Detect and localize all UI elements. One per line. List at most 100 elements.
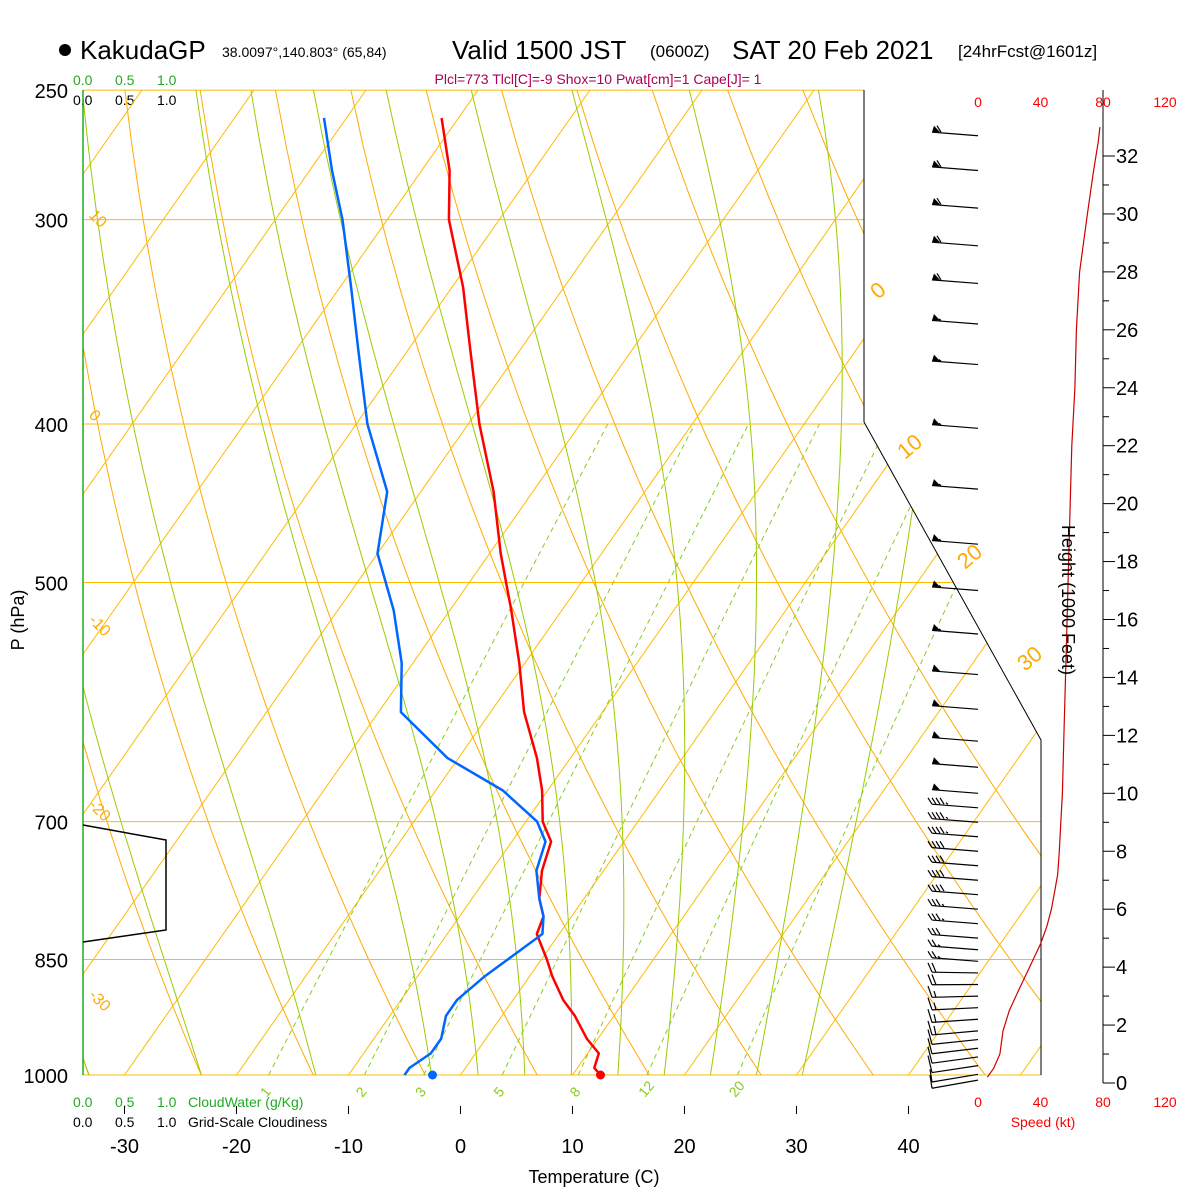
isotherm-line	[1020, 90, 1041, 1075]
x-tick-label: -20	[222, 1136, 251, 1158]
wind-barb-feather	[927, 869, 933, 877]
wind-barb	[927, 1055, 979, 1074]
wind-barb	[927, 884, 979, 896]
wind-barb-pennant	[932, 160, 940, 167]
wind-barb-feather	[931, 884, 937, 892]
wind-barb-feather	[936, 160, 942, 168]
dry-adiabat-line	[275, 90, 672, 1075]
wind-barb-feather	[931, 811, 937, 819]
mixing-ratio-line	[736, 423, 1032, 1075]
wind-barb	[931, 160, 979, 172]
wind-barb-shaft	[931, 933, 979, 939]
wind-barb-pennant	[932, 479, 940, 486]
x-tick-label: 40	[897, 1136, 919, 1158]
wind-speed-profile	[986, 126, 1101, 1078]
dry-adiabat-line	[350, 90, 785, 1075]
height-tick-label: 16	[1116, 610, 1138, 632]
cloudiness-scale-top-1: 0.5	[115, 92, 135, 108]
speed-tick-label-top: 80	[1095, 94, 1111, 110]
dry-adiabat-line	[1180, 90, 1200, 1110]
cloudwater-scale-top-1: 0.5	[115, 72, 135, 88]
wind-barb-shaft	[931, 763, 979, 768]
wind-barb	[931, 235, 979, 247]
isotherm-line	[908, 90, 1041, 1075]
wind-barb-half	[933, 1014, 937, 1023]
cloudwater-scale-bottom-2: 1.0	[157, 1094, 177, 1110]
wind-barb-half	[938, 538, 942, 542]
wind-barb	[927, 927, 979, 939]
wind-barb-shaft	[931, 995, 979, 998]
speed-tick-label-bottom: 0	[974, 1094, 982, 1110]
wind-barb-feather	[927, 1020, 933, 1036]
dry-adiabat-line	[576, 90, 1041, 1075]
height-tick-label: 28	[1116, 262, 1138, 284]
wind-barb-pennant	[932, 757, 940, 764]
wind-barb-feather	[927, 1009, 933, 1023]
wind-barb-pennant	[932, 125, 940, 133]
moist-adiabat-line	[307, 90, 527, 1075]
height-tick-label: 20	[1116, 494, 1138, 516]
pressure-tick-label: 700	[35, 813, 68, 835]
moist-adiabat-line	[245, 90, 482, 1075]
wind-barb	[927, 811, 979, 823]
legend-scales: 0.0 0.5 1.0 0.0 0.5 1.0 0.0 0.5 1.0 Clou…	[73, 72, 327, 1130]
pressure-tick-label: 850	[35, 951, 68, 973]
wind-barb-feather	[931, 974, 937, 985]
wind-barb-shaft	[931, 1038, 979, 1045]
dry-adiabat-line	[425, 90, 899, 1075]
wind-barb-feather	[935, 826, 941, 834]
wind-barb-feather	[939, 869, 945, 877]
height-tick-label: 14	[1116, 667, 1138, 689]
wind-barb-pennant	[932, 314, 940, 321]
wind-barb-half	[945, 802, 949, 805]
height-tick-label: 10	[1116, 783, 1138, 805]
height-tick-label: 8	[1116, 841, 1127, 863]
station-dot-icon	[59, 44, 71, 56]
isotherm-label: 0	[85, 407, 103, 425]
wind-barb-feather	[931, 869, 937, 877]
dry-adiabat-line	[727, 90, 1041, 1075]
cloudwater-label: CloudWater (g/Kg)	[188, 1094, 303, 1110]
height-tick-label: 26	[1116, 320, 1138, 342]
wind-barb-shaft	[931, 1079, 979, 1089]
wind-barb	[931, 623, 979, 635]
wind-barb-shaft	[931, 670, 979, 676]
wind-barb-feather	[927, 826, 933, 834]
wind-barb-feather	[931, 855, 937, 863]
mixing-ratio-line	[268, 423, 609, 1075]
height-tick-label: 6	[1116, 899, 1127, 921]
moist-adiabat-line	[464, 90, 625, 1075]
wind-barb-pennant	[932, 664, 940, 671]
cloudiness-profile	[82, 824, 167, 943]
height-axis-label: Height (1000 Feet)	[1058, 525, 1078, 675]
wind-barb-feather	[931, 826, 937, 834]
wind-barb-feather	[931, 927, 937, 935]
dry-adiabat-line	[83, 90, 217, 1075]
wind-barb-half	[941, 903, 945, 907]
height-tick-label: 24	[1116, 378, 1138, 400]
wind-barb	[931, 354, 979, 366]
wind-barb	[929, 1069, 979, 1083]
isotherm-line	[1133, 90, 1200, 1075]
moist-adiabat-line	[191, 90, 437, 1075]
wind-barb-shaft	[931, 861, 979, 867]
height-tick-label: 2	[1116, 1015, 1127, 1037]
y-axis-label: P (hPa)	[8, 590, 28, 651]
wind-barb	[927, 1038, 979, 1055]
cloudwater-scale-top-0: 0.0	[73, 72, 93, 88]
wind-barb	[931, 197, 979, 209]
wind-barb-pennant	[932, 699, 940, 706]
wind-barb-pennant	[932, 534, 940, 541]
stability-indices: Plcl=773 Tlcl[C]=-9 Shox=10 Pwat[cm]=1 C…	[435, 71, 762, 87]
wind-barb	[931, 125, 979, 137]
wind-barb-feather	[936, 235, 942, 243]
height-tick-label: 22	[1116, 436, 1138, 458]
wind-barb-shaft	[931, 1018, 979, 1023]
moist-adiabat-line	[83, 90, 213, 1075]
wind-barb	[927, 997, 979, 1011]
x-tick-label: 10	[561, 1136, 583, 1158]
wind-barb-feather	[927, 951, 933, 959]
wind-barb	[927, 797, 979, 809]
mixing-ratio-line	[577, 423, 889, 1075]
